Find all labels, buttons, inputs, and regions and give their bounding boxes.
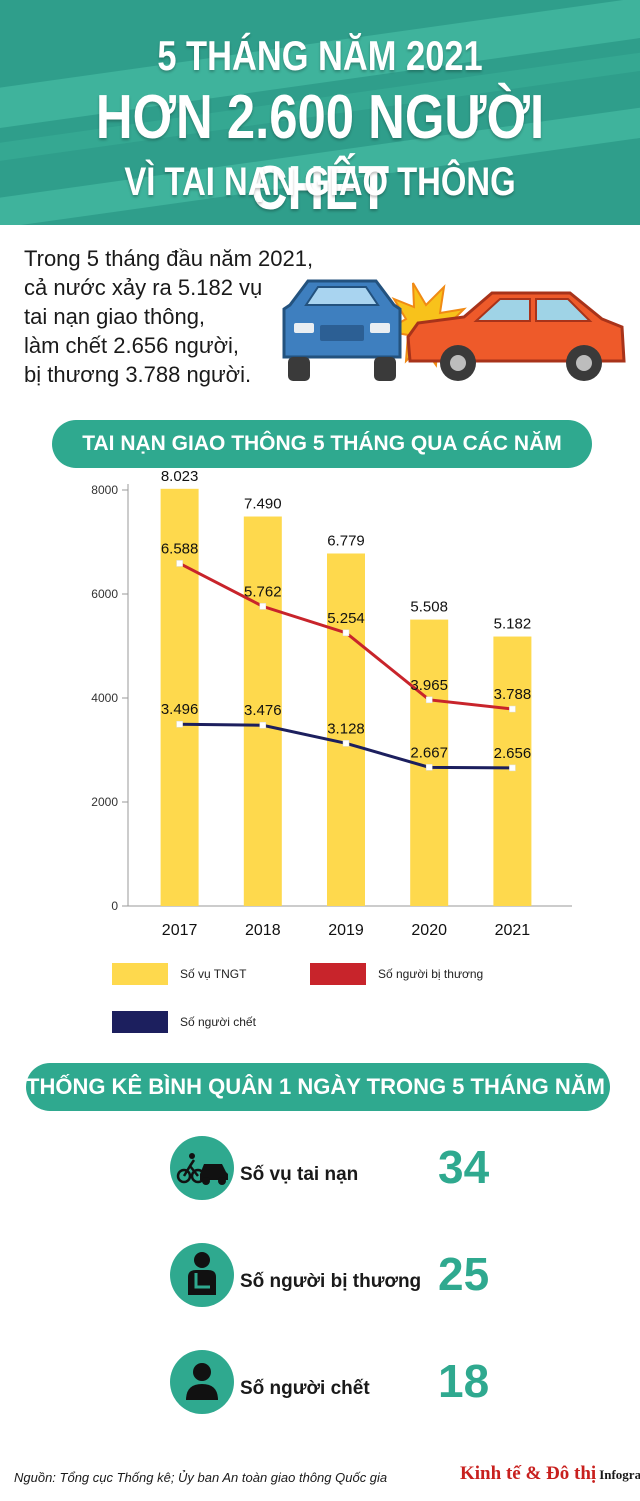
legend-item-bar: Số vụ TNGT <box>112 963 246 985</box>
bar-value-label: 5.508 <box>410 599 448 616</box>
header-line-2: HƠN 2.600 NGƯỜI CHẾT <box>95 83 545 223</box>
chart-plot: 0 2000 4000 6000 8000 8.023 7.490 6.779 5.508 5.1… <box>91 468 572 939</box>
legend-label: Số người chết <box>180 1015 256 1029</box>
x-tick-label: 2020 <box>411 922 447 939</box>
legend-label: Số người bị thương <box>378 967 484 981</box>
daily-stats-title: THỐNG KÊ BÌNH QUÂN 1 NGÀY TRONG 5 THÁNG … <box>26 1063 640 1111</box>
stat-label: Số người bị thương <box>240 1271 422 1292</box>
bar-value-label: 6.779 <box>327 532 365 549</box>
brand-logo: Kinh tế & Đô thị Infographic <box>460 1463 640 1485</box>
legend-item-injured: Số người bị thương <box>310 963 483 985</box>
line-point <box>425 764 433 771</box>
chart-section-title: TAI NẠN GIAO THÔNG 5 THÁNG QUA CÁC NĂM <box>52 420 592 468</box>
x-tick-label: 2021 <box>495 922 531 939</box>
intro-line: bị thương 3.788 người. <box>24 362 252 387</box>
bar-value-label: 7.490 <box>244 496 282 513</box>
line-point <box>342 629 350 637</box>
brand-sub: Infographic <box>599 1467 640 1482</box>
stat-value: 34 <box>438 1141 490 1193</box>
intro-line: làm chết 2.656 người, <box>24 333 240 358</box>
x-tick-label: 2017 <box>162 922 198 939</box>
intro-text: Trong 5 tháng đầu năm 2021, cả nước xảy … <box>24 244 354 389</box>
y-tick-label: 6000 <box>91 587 118 601</box>
stat-label: Số vụ tai nạn <box>240 1164 359 1185</box>
intro-line: Trong 5 tháng đầu năm 2021, <box>24 246 314 271</box>
y-tick-label: 2000 <box>91 795 118 809</box>
stat-deaths: Số người chết 18 <box>170 1350 490 1430</box>
bar <box>243 516 282 906</box>
accident-icon <box>176 1153 228 1185</box>
intro-line: tai nạn giao thông, <box>24 304 206 329</box>
line-value-label: 2.656 <box>494 745 532 762</box>
line-value-label: 3.476 <box>244 702 282 719</box>
line-value-label: 3.496 <box>161 701 199 718</box>
injured-person-icon <box>188 1252 216 1295</box>
bar <box>327 553 365 906</box>
y-tick-label: 0 <box>111 899 118 913</box>
person-icon <box>186 1363 218 1400</box>
stat-injured: Số người bị thương 25 <box>170 1243 490 1323</box>
line-point <box>176 720 183 728</box>
x-tick-label: 2019 <box>328 922 364 939</box>
stat-icon-circle <box>170 1136 234 1200</box>
line-point <box>425 696 433 704</box>
line-value-label: 3.788 <box>494 686 532 703</box>
line-point <box>259 721 267 729</box>
line-value-label: 3.965 <box>410 677 448 694</box>
legend-swatch <box>310 963 366 985</box>
brand-name: Kinh tế & Đô thị <box>460 1463 597 1484</box>
bar-value-label: 8.023 <box>161 470 199 485</box>
line-value-label: 3.128 <box>327 720 365 737</box>
bar-value-label: 5.182 <box>494 616 532 633</box>
stat-label: Số người chết <box>240 1378 370 1399</box>
stat-icon-circle <box>170 1350 234 1414</box>
legend-item-deaths: Số người chết <box>112 1011 256 1033</box>
stat-icon-circle <box>170 1243 234 1307</box>
y-tick-label: 4000 <box>91 691 118 705</box>
line-value-label: 6.588 <box>161 540 199 557</box>
line-point <box>509 764 516 772</box>
source-note: Nguồn: Tổng cục Thống kê; Ủy ban An toàn… <box>14 1470 388 1485</box>
stat-accidents: Số vụ tai nạn 34 <box>170 1136 490 1216</box>
line-value-label: 5.254 <box>327 610 365 627</box>
stat-value: 25 <box>438 1248 490 1300</box>
bar <box>493 636 532 906</box>
line-point <box>259 603 267 610</box>
bar <box>160 488 199 906</box>
stat-value: 18 <box>438 1355 490 1407</box>
legend-swatch <box>112 1011 168 1033</box>
header-line-1: 5 THÁNG NĂM 2021 <box>157 32 483 79</box>
line-value-label: 2.667 <box>410 744 448 761</box>
intro-line: cả nước xảy ra 5.182 vụ <box>24 275 263 300</box>
header-banner: 5 THÁNG NĂM 2021 HƠN 2.600 NGƯỜI CHẾT VÌ… <box>0 0 640 225</box>
red-car-icon <box>406 291 626 381</box>
legend-swatch <box>112 963 168 985</box>
line-point <box>342 740 350 747</box>
accident-chart: 0 2000 4000 6000 8000 8.023 7.490 6.779 5.508 5.1… <box>0 468 640 1050</box>
line-point <box>176 560 183 567</box>
x-tick-label: 2018 <box>245 922 281 939</box>
blue-car-icon <box>282 279 402 381</box>
legend-label: Số vụ TNGT <box>180 967 247 981</box>
car-crash-illustration <box>282 279 626 381</box>
header-line-3: VÌ TAI NẠN GIAO THÔNG <box>124 160 516 204</box>
line-value-label: 5.762 <box>244 583 282 600</box>
line-point <box>509 705 516 713</box>
y-tick-label: 8000 <box>91 483 118 497</box>
